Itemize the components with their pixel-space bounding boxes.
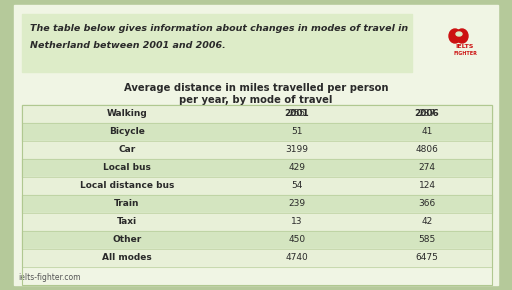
Ellipse shape	[456, 32, 462, 36]
Bar	[498, 0, 512, 290]
Bar	[22, 231, 492, 249]
Bar	[0, 0, 14, 290]
Text: 13: 13	[291, 218, 303, 226]
Text: All modes: All modes	[102, 253, 152, 262]
Text: per year, by mode of travel: per year, by mode of travel	[179, 95, 333, 105]
Text: Netherland between 2001 and 2006.: Netherland between 2001 and 2006.	[30, 41, 226, 50]
Text: 41: 41	[421, 128, 433, 137]
Text: 585: 585	[418, 235, 436, 244]
Bar	[22, 105, 492, 285]
Bar	[22, 195, 492, 213]
Text: 274: 274	[418, 164, 436, 173]
Text: 124: 124	[418, 182, 436, 191]
Text: 54: 54	[291, 182, 303, 191]
Text: The table below gives information about changes in modes of travel in: The table below gives information about …	[30, 24, 408, 33]
Text: Taxi: Taxi	[117, 218, 137, 226]
Text: 450: 450	[288, 235, 306, 244]
Text: 2006: 2006	[415, 110, 439, 119]
Text: 255: 255	[288, 110, 306, 119]
Text: 2001: 2001	[285, 110, 309, 119]
Bar	[22, 14, 412, 72]
Text: Average distance in miles travelled per person: Average distance in miles travelled per …	[124, 83, 388, 93]
Text: IELTS: IELTS	[456, 44, 474, 49]
Text: 429: 429	[288, 164, 306, 173]
Bar	[22, 249, 492, 267]
Text: FIGHTER: FIGHTER	[453, 51, 477, 56]
Bar	[22, 105, 492, 123]
Text: 51: 51	[291, 128, 303, 137]
Text: 42: 42	[421, 218, 433, 226]
Bar	[22, 141, 492, 159]
Bar	[22, 159, 492, 177]
Text: 366: 366	[418, 200, 436, 209]
Bar	[22, 177, 492, 195]
Text: 4806: 4806	[416, 146, 438, 155]
Text: ielts-fighter.com: ielts-fighter.com	[18, 273, 80, 282]
Bar	[22, 105, 492, 123]
Ellipse shape	[456, 29, 468, 43]
Text: 239: 239	[288, 200, 306, 209]
Text: 6475: 6475	[416, 253, 438, 262]
Text: 237: 237	[418, 110, 436, 119]
Bar	[22, 123, 492, 141]
Text: 4740: 4740	[286, 253, 308, 262]
Text: Car: Car	[118, 146, 136, 155]
Ellipse shape	[449, 29, 461, 43]
Text: Local bus: Local bus	[103, 164, 151, 173]
Text: 3199: 3199	[286, 146, 309, 155]
Text: Train: Train	[114, 200, 140, 209]
Text: Bicycle: Bicycle	[109, 128, 145, 137]
Text: Local distance bus: Local distance bus	[80, 182, 174, 191]
Text: Walking: Walking	[106, 110, 147, 119]
Text: Other: Other	[112, 235, 142, 244]
Bar	[22, 213, 492, 231]
